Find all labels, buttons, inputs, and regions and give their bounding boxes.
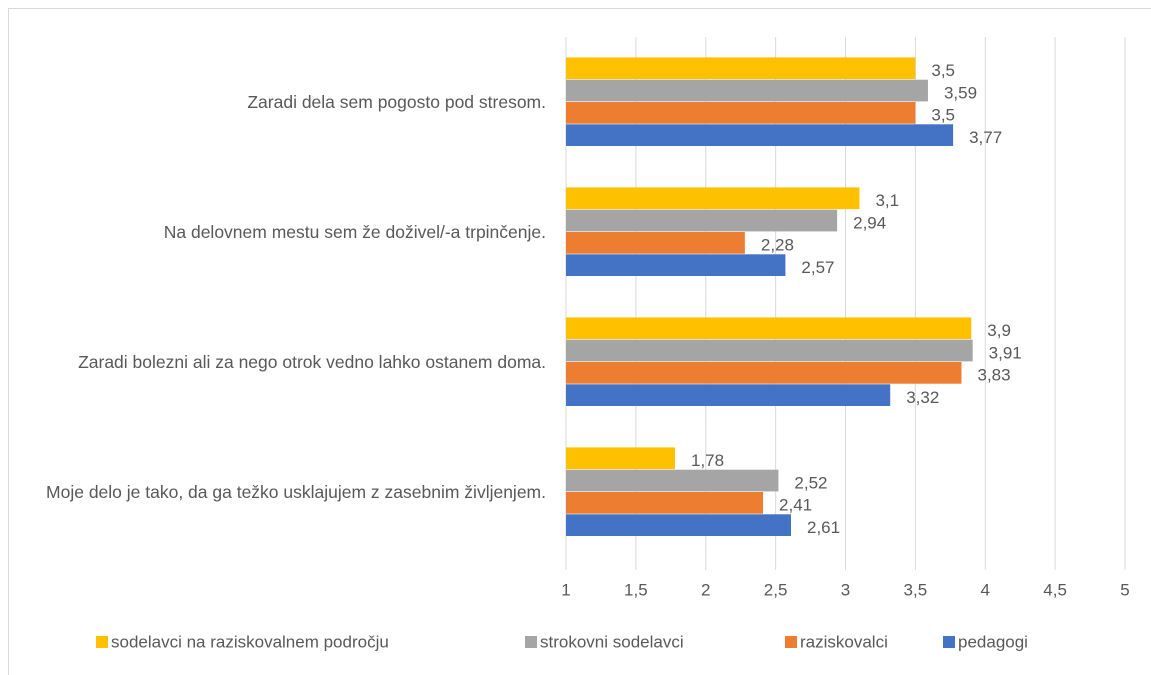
value-label: 3,83 xyxy=(977,366,1010,385)
bar xyxy=(566,447,676,470)
bar xyxy=(566,362,962,384)
chart-frame xyxy=(8,8,1151,675)
bar xyxy=(566,124,954,146)
category-label: Moje delo je tako, da ga težko usklajuje… xyxy=(16,479,546,505)
legend-label: raziskovalci xyxy=(800,632,888,651)
legend-swatch xyxy=(785,636,797,648)
bar xyxy=(566,514,791,536)
x-tick-label: 2,5 xyxy=(764,580,788,599)
value-label: 2,94 xyxy=(853,213,886,232)
x-tick-label: 1,5 xyxy=(624,580,648,599)
bar xyxy=(566,492,764,514)
x-tick-label: 4 xyxy=(981,580,990,599)
bar xyxy=(566,339,973,362)
bar xyxy=(566,102,916,124)
bar xyxy=(566,187,860,210)
category-text: Moje delo je tako, da ga težko usklajuje… xyxy=(46,482,546,502)
legend-swatch xyxy=(525,636,537,648)
category-text: Zaradi dela sem pogosto pod stresom. xyxy=(247,92,546,112)
value-label: 3,9 xyxy=(987,321,1011,340)
x-tick-label: 3 xyxy=(841,580,850,599)
bar xyxy=(566,384,891,406)
legend-label: strokovni sodelavci xyxy=(540,632,684,651)
legend-label: pedagogi xyxy=(958,632,1028,651)
value-label: 3,5 xyxy=(931,61,955,80)
value-label: 3,77 xyxy=(969,128,1002,147)
value-label: 2,28 xyxy=(761,236,794,255)
x-tick-label: 5 xyxy=(1120,580,1129,599)
category-text: Zaradi bolezni ali za nego otrok vedno l… xyxy=(78,352,546,372)
value-label: 2,41 xyxy=(779,496,812,515)
category-label: Na delovnem mestu sem že doživel/-a trpi… xyxy=(16,219,546,245)
bar xyxy=(566,209,838,232)
legend-swatch xyxy=(96,636,108,648)
legend-swatch xyxy=(943,636,955,648)
value-label: 3,1 xyxy=(875,191,899,210)
x-tick-label: 3,5 xyxy=(904,580,928,599)
value-label: 3,5 xyxy=(931,106,955,125)
bar xyxy=(566,317,972,340)
category-label: Zaradi dela sem pogosto pod stresom. xyxy=(16,89,546,115)
category-label: Zaradi bolezni ali za nego otrok vedno l… xyxy=(16,349,546,375)
x-tick-label: 1 xyxy=(561,580,570,599)
legend-label: sodelavci na raziskovalnem področju xyxy=(111,632,389,651)
value-label: 3,32 xyxy=(906,388,939,407)
value-label: 2,61 xyxy=(807,518,840,537)
value-label: 3,91 xyxy=(989,343,1022,362)
x-tick-label: 2 xyxy=(701,580,710,599)
bar xyxy=(566,469,779,492)
bar xyxy=(566,232,745,254)
value-label: 2,57 xyxy=(801,258,834,277)
category-text: Na delovnem mestu sem že doživel/-a trpi… xyxy=(163,222,546,242)
value-label: 2,52 xyxy=(794,473,827,492)
value-label: 3,59 xyxy=(944,83,977,102)
value-label: 1,78 xyxy=(691,451,724,470)
x-tick-label: 4,5 xyxy=(1043,580,1067,599)
bar xyxy=(566,254,786,276)
bar xyxy=(566,79,928,102)
bar xyxy=(566,57,916,80)
